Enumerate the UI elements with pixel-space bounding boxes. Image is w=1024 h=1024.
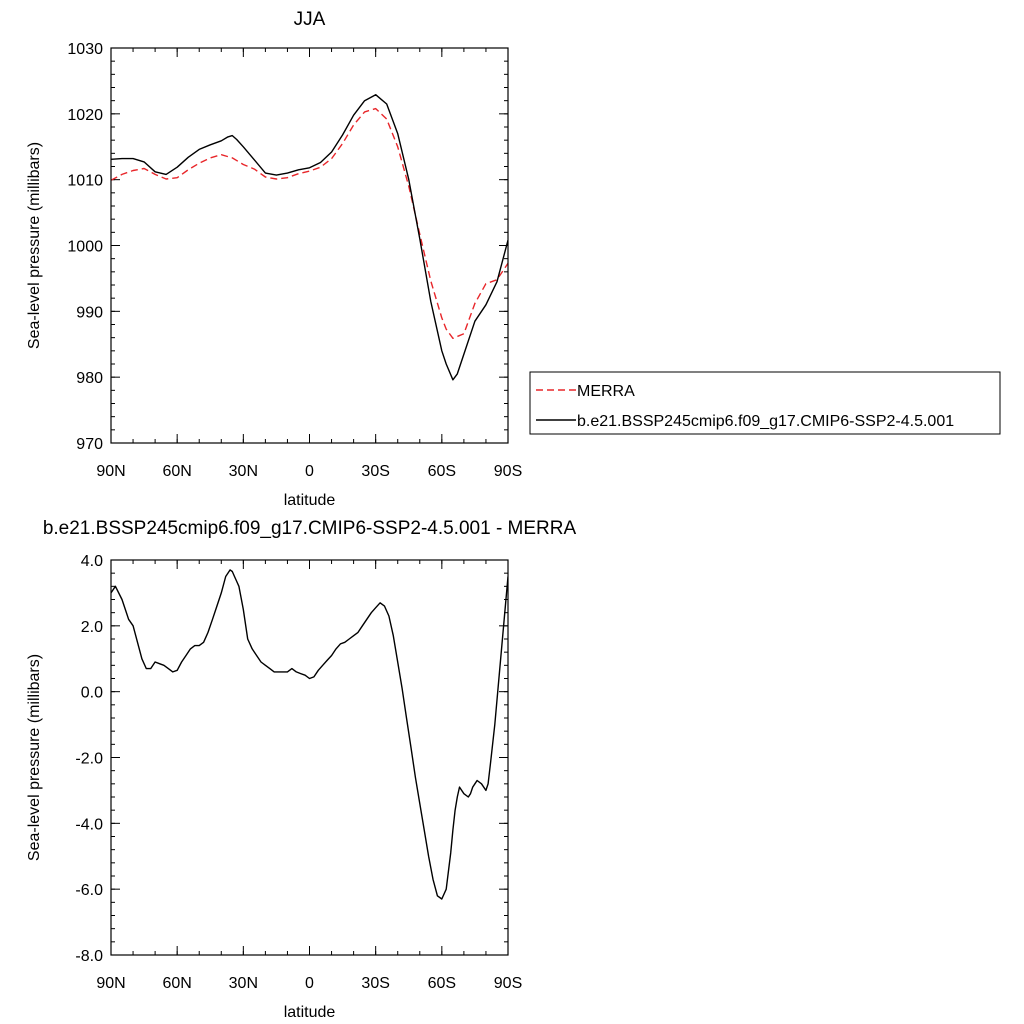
x-tick-label: 30N [229,463,258,480]
series-line-1 [111,107,508,339]
legend-box [529,371,1001,435]
y-axis-label: Sea-level pressure (millibars) [26,654,43,861]
x-tick-label: 60N [162,463,191,480]
x-tick-label: 30S [361,975,389,992]
x-tick-label: 90N [96,975,125,992]
legend-label-1: MERRA [577,383,635,400]
y-tick-label: 2.0 [81,619,103,636]
y-tick-label: 990 [76,304,103,321]
chart-panel-1: JJA 1030 1020 1010 1000 990 980 970 90N 60N 30N 0 30… [26,9,1001,509]
x-tick-label: 0 [305,975,314,992]
y-tick-label: 970 [76,436,103,453]
legend: MERRA b.e21.BSSP245cmip6.f09_g17.CMIP6-SS… [529,371,1001,435]
legend-label-2: b.e21.BSSP245cmip6.f09_g17.CMIP6-SSP2-4.… [577,413,954,430]
y-tick-label: 1020 [67,107,103,124]
y-tick-label: 980 [76,370,103,387]
x-axis-label: latitude [284,1004,336,1021]
x-axis-label: latitude [284,492,336,509]
x-tick-label: 60N [162,975,191,992]
chart-title: JJA [294,9,326,30]
chart-title: b.e21.BSSP245cmip6.f09_g17.CMIP6-SSP2-4.… [43,518,577,539]
y-tick-label: 0.0 [81,685,103,702]
x-tick-label: 90N [96,463,125,480]
series-line-2 [111,93,508,381]
x-tick-label: 30S [361,463,389,480]
x-tick-label: 0 [305,463,314,480]
y-axis-label: Sea-level pressure (millibars) [26,142,43,349]
series-line-1 [111,569,508,900]
x-tick-label: 90S [494,975,522,992]
chart-panel-2: b.e21.BSSP245cmip6.f09_g17.CMIP6-SSP2-4.… [26,518,576,1021]
y-tick-label: -8.0 [75,948,103,965]
y-tick-label: -6.0 [75,882,103,899]
y-tick-label: 1000 [67,239,103,256]
plot-frame [110,559,509,956]
y-tick-label: -4.0 [75,816,103,833]
plot-frame [110,47,509,444]
x-tick-label: 60S [428,463,456,480]
y-tick-label: 1010 [67,173,103,190]
x-tick-label: 60S [428,975,456,992]
y-tick-label: -2.0 [75,751,103,768]
x-tick-label: 30N [229,975,258,992]
y-tick-label: 4.0 [81,553,103,570]
x-tick-label: 90S [494,463,522,480]
y-tick-label: 1030 [67,41,103,58]
